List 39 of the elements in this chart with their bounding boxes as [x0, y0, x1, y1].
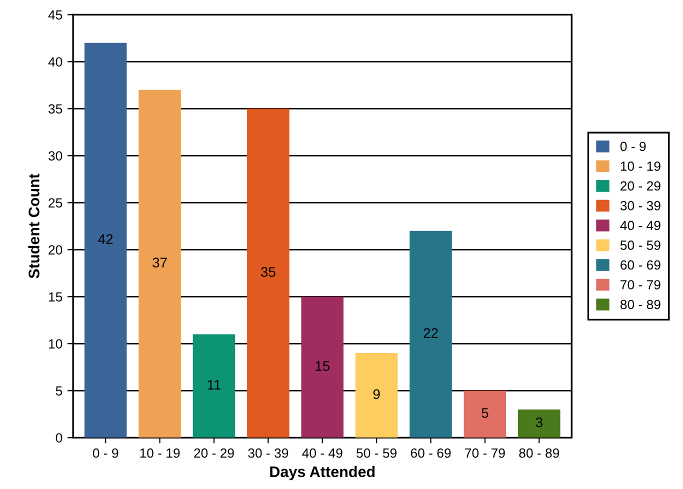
x-tick-label: 80 - 89 — [519, 448, 560, 458]
legend-label: 40 - 49 — [620, 220, 660, 230]
y-tick-label: 5 — [56, 386, 62, 396]
legend-label: 60 - 69 — [620, 260, 660, 270]
x-tick-label: 20 - 29 — [194, 448, 234, 458]
data-label: 42 — [98, 234, 113, 244]
legend-label: 10 - 19 — [620, 162, 660, 171]
y-tick-label: 35 — [48, 104, 62, 114]
legend-label: 80 - 89 — [620, 300, 660, 310]
y-tick-label: 20 — [48, 245, 62, 255]
legend-label: 70 - 79 — [620, 280, 660, 290]
y-tick-label: 10 — [48, 339, 62, 349]
data-label: 3 — [536, 417, 542, 428]
x-tick-label: 70 - 79 — [465, 448, 505, 458]
data-label: 37 — [152, 258, 167, 268]
x-tick-label: 40 - 49 — [302, 448, 342, 458]
y-tick-label: 45 — [48, 10, 62, 20]
x-tick-label: 0 - 9 — [92, 448, 118, 458]
x-tick-label: 50 - 59 — [356, 448, 396, 458]
data-label: 22 — [424, 328, 438, 338]
data-label: 35 — [260, 267, 276, 277]
x-axis-title: Days Attended — [270, 466, 375, 480]
y-tick-label: 30 — [48, 151, 62, 161]
legend-label: 20 - 29 — [620, 181, 660, 191]
y-tick-label: 25 — [48, 198, 62, 208]
data-label: 11 — [208, 380, 221, 390]
y-axis-title: Student Count — [28, 174, 40, 278]
y-tick-label: 15 — [48, 292, 62, 302]
data-label: 15 — [316, 361, 330, 371]
legend-label: 30 - 39 — [620, 201, 660, 210]
x-tick-label: 60 - 69 — [410, 448, 451, 458]
data-label: 9 — [373, 389, 380, 400]
y-tick-label: 40 — [48, 57, 62, 67]
data-label: 5 — [482, 408, 488, 418]
x-tick-label: 10 - 19 — [140, 448, 180, 458]
y-tick-label: 0 — [56, 433, 62, 443]
legend-label: 50 - 59 — [620, 240, 660, 250]
x-tick-label: 30 - 39 — [248, 448, 288, 458]
legend-label: 0 - 9 — [620, 142, 646, 152]
